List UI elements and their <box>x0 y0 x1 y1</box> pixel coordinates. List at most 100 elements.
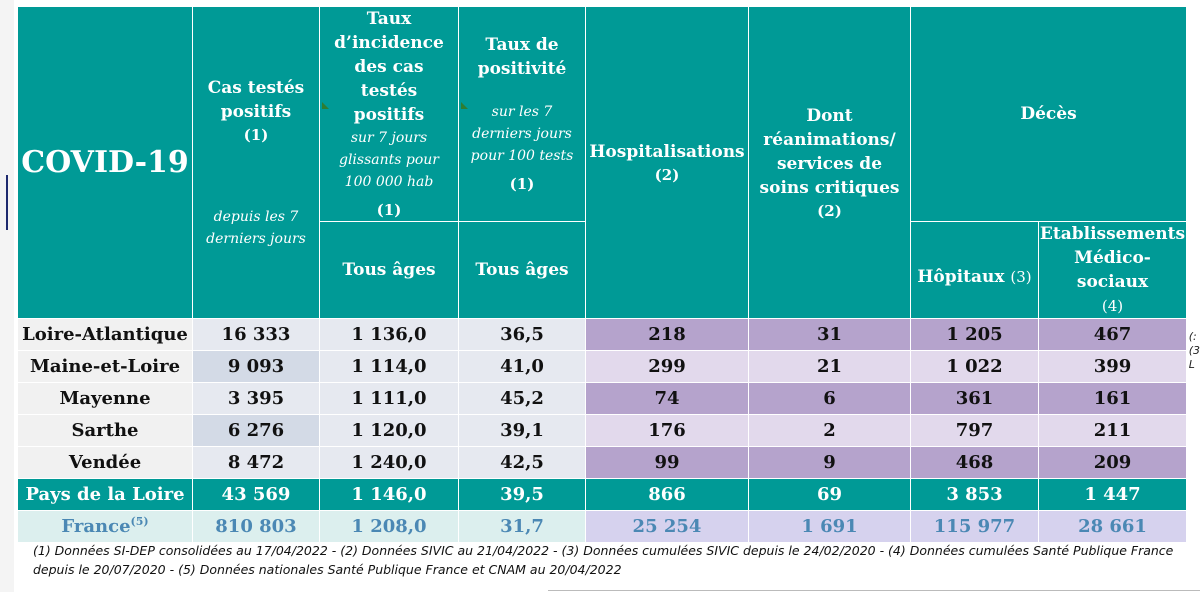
header-ems-label: Etablissements Médico-sociaux <box>1039 224 1186 292</box>
cell-hopitaux: 115 977 <box>910 510 1039 543</box>
table-row: Maine-et-Loire 9 093 1 114,0 41,0 299 21… <box>17 350 1188 383</box>
cell-positivite: 42,5 <box>458 446 586 479</box>
france-row: France(5) 810 803 1 208,0 31,7 25 254 1 … <box>17 510 1188 543</box>
header-cas-label: Cas testés positifs <box>207 77 305 122</box>
cell-positivite: 45,2 <box>458 382 586 415</box>
header-cas-note: (1) <box>243 125 269 144</box>
divider <box>548 590 1200 591</box>
cell-hosp: 218 <box>585 318 749 351</box>
header-ems-note: (4) <box>1101 297 1124 315</box>
cell-positivite: 41,0 <box>458 350 586 383</box>
france-name: France(5) <box>17 510 193 543</box>
cell-hopitaux: 361 <box>910 382 1039 415</box>
cell-cas: 6 276 <box>192 414 320 447</box>
dept-name: Maine-et-Loire <box>17 350 193 383</box>
cell-ems: 399 <box>1037 350 1188 383</box>
cell-hosp: 74 <box>585 382 749 415</box>
cell-rea: 1 691 <box>748 510 911 543</box>
cell-hopitaux: 1 022 <box>910 350 1039 383</box>
table-row: Loire-Atlantique 16 333 1 136,0 36,5 218… <box>17 318 1188 351</box>
header-hopitaux-label: Hôpitaux <box>917 267 1005 287</box>
cell-hosp: 99 <box>585 446 749 479</box>
cell-ems: 161 <box>1037 382 1188 415</box>
cell-hosp: 25 254 <box>585 510 749 543</box>
header-positivite-note: (1) <box>509 175 535 193</box>
cell-cas: 8 472 <box>192 446 320 479</box>
header-hosp-label: Hospitalisations <box>589 141 745 162</box>
dept-name: Vendée <box>17 446 193 479</box>
table-row: Sarthe 6 276 1 120,0 39,1 176 2 797 211 <box>17 414 1188 447</box>
cell-ems: 28 661 <box>1037 510 1188 543</box>
cell-rea: 69 <box>748 478 911 511</box>
cell-cas: 9 093 <box>192 350 320 383</box>
cell-incidence: 1 208,0 <box>319 510 459 543</box>
france-label: France <box>61 516 131 537</box>
cell-hopitaux: 797 <box>910 414 1039 447</box>
left-edge-fragment <box>0 0 14 592</box>
header-hosp-note: (2) <box>654 165 680 184</box>
header-rea: Dont réanimations/ services de soins cri… <box>748 6 911 319</box>
cell-hopitaux: 468 <box>910 446 1039 479</box>
header-positivite-age: Tous âges <box>458 221 586 319</box>
header-rea-note: (2) <box>817 201 842 220</box>
cell-rea: 21 <box>748 350 911 383</box>
header-hopitaux: Hôpitaux (3) <box>910 221 1039 319</box>
cell-incidence: 1 114,0 <box>319 350 459 383</box>
header-cas-sub: depuis les 7 derniers jours <box>206 208 306 247</box>
cell-ems: 467 <box>1037 318 1188 351</box>
header-positivite-sub: sur les 7 derniers jours pour 100 tests <box>470 104 574 164</box>
table-row: Mayenne 3 395 1 111,0 45,2 74 6 361 161 <box>17 382 1188 415</box>
cell-positivite: 39,5 <box>458 478 586 511</box>
header-rea-label: Dont réanimations/ services de soins cri… <box>759 105 900 198</box>
cell-hosp: 866 <box>585 478 749 511</box>
cell-ems: 1 447 <box>1037 478 1188 511</box>
cell-hopitaux: 3 853 <box>910 478 1039 511</box>
footnote: (1) Données SI-DEP consolidées au 17/04/… <box>33 543 1174 577</box>
header-incidence-sub: sur 7 jours glissants pour 100 000 hab <box>338 130 439 190</box>
header-incidence-label: Taux d’incidence des cas testés positifs <box>334 9 444 125</box>
edge-mark <box>6 175 8 230</box>
cell-incidence: 1 146,0 <box>319 478 459 511</box>
header-incidence-note: (1) <box>376 201 402 219</box>
cell-positivite: 39,1 <box>458 414 586 447</box>
header-hopitaux-note: (3) <box>1010 268 1032 286</box>
right-edge-fragment: (: (3 L <box>1189 330 1200 372</box>
cell-cas: 3 395 <box>192 382 320 415</box>
cell-rea: 2 <box>748 414 911 447</box>
cell-ems: 209 <box>1037 446 1188 479</box>
cell-rea: 6 <box>748 382 911 415</box>
table-row: Vendée 8 472 1 240,0 42,5 99 9 468 209 <box>17 446 1188 479</box>
header-cas: Cas testés positifs (1) depuis les 7 der… <box>192 6 320 319</box>
cell-incidence: 1 111,0 <box>319 382 459 415</box>
edge-text: L <box>1188 358 1195 371</box>
covid-table: COVID-19 Cas testés positifs (1) depuis … <box>17 6 1188 543</box>
header-hosp: Hospitalisations (2) <box>585 6 749 319</box>
header-positivite-label: Taux de positivité <box>477 35 567 79</box>
dept-name: Loire-Atlantique <box>17 318 193 351</box>
dept-name: Mayenne <box>17 382 193 415</box>
dept-name: Sarthe <box>17 414 193 447</box>
edge-text: (: <box>1188 330 1197 343</box>
edge-text: (3 <box>1188 344 1200 357</box>
cell-positivite: 36,5 <box>458 318 586 351</box>
header-ems: Etablissements Médico-sociaux (4) <box>1037 221 1188 319</box>
cell-cas: 16 333 <box>192 318 320 351</box>
cell-hopitaux: 1 205 <box>910 318 1039 351</box>
cell-positivite: 31,7 <box>458 510 586 543</box>
cell-ems: 211 <box>1037 414 1188 447</box>
header-incidence-age: Tous âges <box>319 221 459 319</box>
france-note: (5) <box>130 515 149 528</box>
header-deces: Décès <box>909 6 1188 222</box>
cell-rea: 31 <box>748 318 911 351</box>
cell-cas: 810 803 <box>192 510 320 543</box>
cell-incidence: 1 240,0 <box>319 446 459 479</box>
cell-hosp: 176 <box>585 414 749 447</box>
cell-rea: 9 <box>748 446 911 479</box>
cell-cas: 43 569 <box>192 478 320 511</box>
region-name: Pays de la Loire <box>17 478 193 511</box>
cell-incidence: 1 136,0 <box>319 318 459 351</box>
cell-incidence: 1 120,0 <box>319 414 459 447</box>
header-incidence: Taux d’incidence des cas testés positifs… <box>319 6 459 222</box>
header-positivite: Taux de positivité sur les 7 derniers jo… <box>458 6 586 222</box>
region-row: Pays de la Loire 43 569 1 146,0 39,5 866… <box>17 478 1188 511</box>
